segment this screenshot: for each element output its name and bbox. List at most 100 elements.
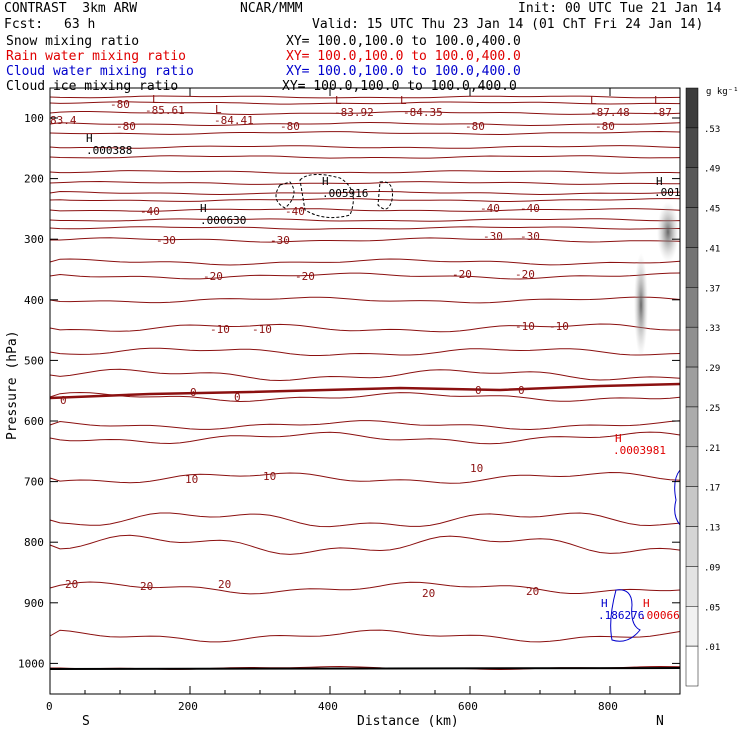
colorbar-swatch <box>685 326 699 368</box>
temperature-contour <box>49 347 681 356</box>
temperature-contour <box>49 101 681 105</box>
contour-label: -85.61 <box>145 104 185 117</box>
temperature-contour <box>49 471 681 484</box>
colorbar: .53 .49 .45 .41 .37 .33 .29 .25 .21 .17 .13 .09 .05.… <box>685 87 720 687</box>
x-tick-label: 0 <box>46 700 53 713</box>
cloud-ice-contour <box>377 181 393 210</box>
temperature-contour <box>49 208 681 212</box>
colorbar-label: .53 <box>704 125 720 135</box>
contour-label: -87 <box>652 106 672 119</box>
temperature-contour <box>49 145 681 149</box>
minimum-marker: L <box>152 93 159 106</box>
contour-label: 10 <box>185 473 198 486</box>
contour-label: -84.35 <box>403 106 443 119</box>
contour-label: -30 <box>483 230 503 243</box>
colorbar-swatch <box>685 566 699 607</box>
maximum-marker: H <box>615 432 622 445</box>
cloud-ice-contour <box>275 181 295 209</box>
contour-label: 10 <box>470 462 483 475</box>
contour-label: 20 <box>65 578 78 591</box>
cloud-ice-contour <box>299 174 354 219</box>
temperature-contour <box>49 130 681 136</box>
colorbar-swatch <box>685 127 699 168</box>
endpoint-north: N <box>656 714 664 729</box>
x-tick-label: 600 <box>458 700 478 713</box>
contour-label: 0 <box>190 386 197 399</box>
colorbar-label: .21 <box>704 444 720 454</box>
temperature-contour <box>49 272 681 280</box>
field-name-rain: Rain water mixing ratio <box>6 49 187 64</box>
field-name-snow: Snow mixing ratio <box>6 34 140 49</box>
minimum-marker: L <box>215 103 222 116</box>
colorbar-swatch <box>685 526 699 567</box>
temperature-contour <box>49 190 681 196</box>
axes: 0 200 400 600 800100200300400500600700800900… <box>18 88 680 713</box>
colorbar-swatch <box>685 287 699 328</box>
temperature-contour <box>49 95 681 99</box>
fcst-value: 63 h <box>64 17 96 32</box>
colorbar-label: .09 <box>704 563 720 573</box>
temperature-contour <box>49 111 681 116</box>
snow-core <box>657 202 679 262</box>
contour-label: -84.41 <box>214 114 254 127</box>
contour-label: 20 <box>422 587 435 600</box>
field-xy-cloudice: XY= 100.0,100.0 to 100.0,400.0 <box>282 79 517 94</box>
maximum-marker: H <box>86 132 93 145</box>
colorbar-swatch <box>685 446 699 487</box>
contour-label: -40 <box>140 205 160 218</box>
temperature-contour <box>49 534 681 555</box>
maximum-marker: H <box>656 175 663 188</box>
maximum-marker: H <box>601 597 608 610</box>
contour-label: -80 <box>116 120 136 133</box>
temperature-contour <box>50 237 681 243</box>
contour-label: -40 <box>520 202 540 215</box>
temperature-contour <box>49 180 680 185</box>
maximum-value: .000388 <box>86 144 132 157</box>
y-tick-label: 900 <box>24 597 44 610</box>
y-tick-label: 1000 <box>18 657 45 670</box>
maximum-marker: H <box>643 597 650 610</box>
temperature-contour <box>49 226 680 230</box>
contour-label: -83.92 <box>334 106 374 119</box>
colorbar-swatch <box>685 167 699 208</box>
temperature-contour <box>49 581 681 595</box>
endpoint-south: S <box>82 714 90 729</box>
temperature-contour <box>49 121 681 127</box>
maximum-marker: H <box>200 202 207 215</box>
x-tick-label: 200 <box>178 700 198 713</box>
contour-label: 0 <box>60 394 67 407</box>
colorbar-label: .13 <box>704 524 720 534</box>
colorbar-swatch <box>685 87 699 129</box>
colorbar-label: .25 <box>704 404 720 414</box>
freezing-level-contour <box>49 382 681 400</box>
temperature-contour <box>49 218 681 222</box>
contour-label: -30 <box>520 230 540 243</box>
colorbar-swatch <box>685 406 699 448</box>
maximum-value: .000630 <box>200 214 246 227</box>
contour-labels: -80 -80 -80 -80 -80 -40 -40 -40 -40 -30 -30 -30 -30 -… <box>50 93 681 622</box>
maximum-value: .001 <box>654 186 681 199</box>
temperature-contour <box>49 296 681 304</box>
colorbar-label: .01 <box>704 643 720 653</box>
maximum-value: .186276 <box>598 609 644 622</box>
contour-label: -40 <box>480 202 500 215</box>
temperature-contour <box>49 431 681 445</box>
field-name-cloudwater: Cloud water mixing ratio <box>6 64 194 79</box>
colorbar-label: .29 <box>704 364 720 374</box>
contour-label: -40 <box>285 205 305 218</box>
temperature-contour <box>49 323 680 333</box>
contour-label: -30 <box>270 234 290 247</box>
contour-label: 10 <box>263 470 276 483</box>
contour-label: -10 <box>252 323 272 336</box>
minimum-marker: L <box>590 94 597 107</box>
field-name-cloudice: Cloud ice mixing ratio <box>6 79 179 94</box>
minimum-marker: L <box>400 94 407 107</box>
colorbar-swatch <box>685 486 699 527</box>
temperature-contour <box>49 155 681 159</box>
contour-label: 20 <box>140 580 153 593</box>
contour-label: -20 <box>203 270 223 283</box>
minimum-marker: L <box>654 94 661 107</box>
y-tick-label: 600 <box>24 415 44 428</box>
y-axis-label: Pressure (hPa) <box>5 330 20 440</box>
colorbar-label: .37 <box>704 284 720 294</box>
